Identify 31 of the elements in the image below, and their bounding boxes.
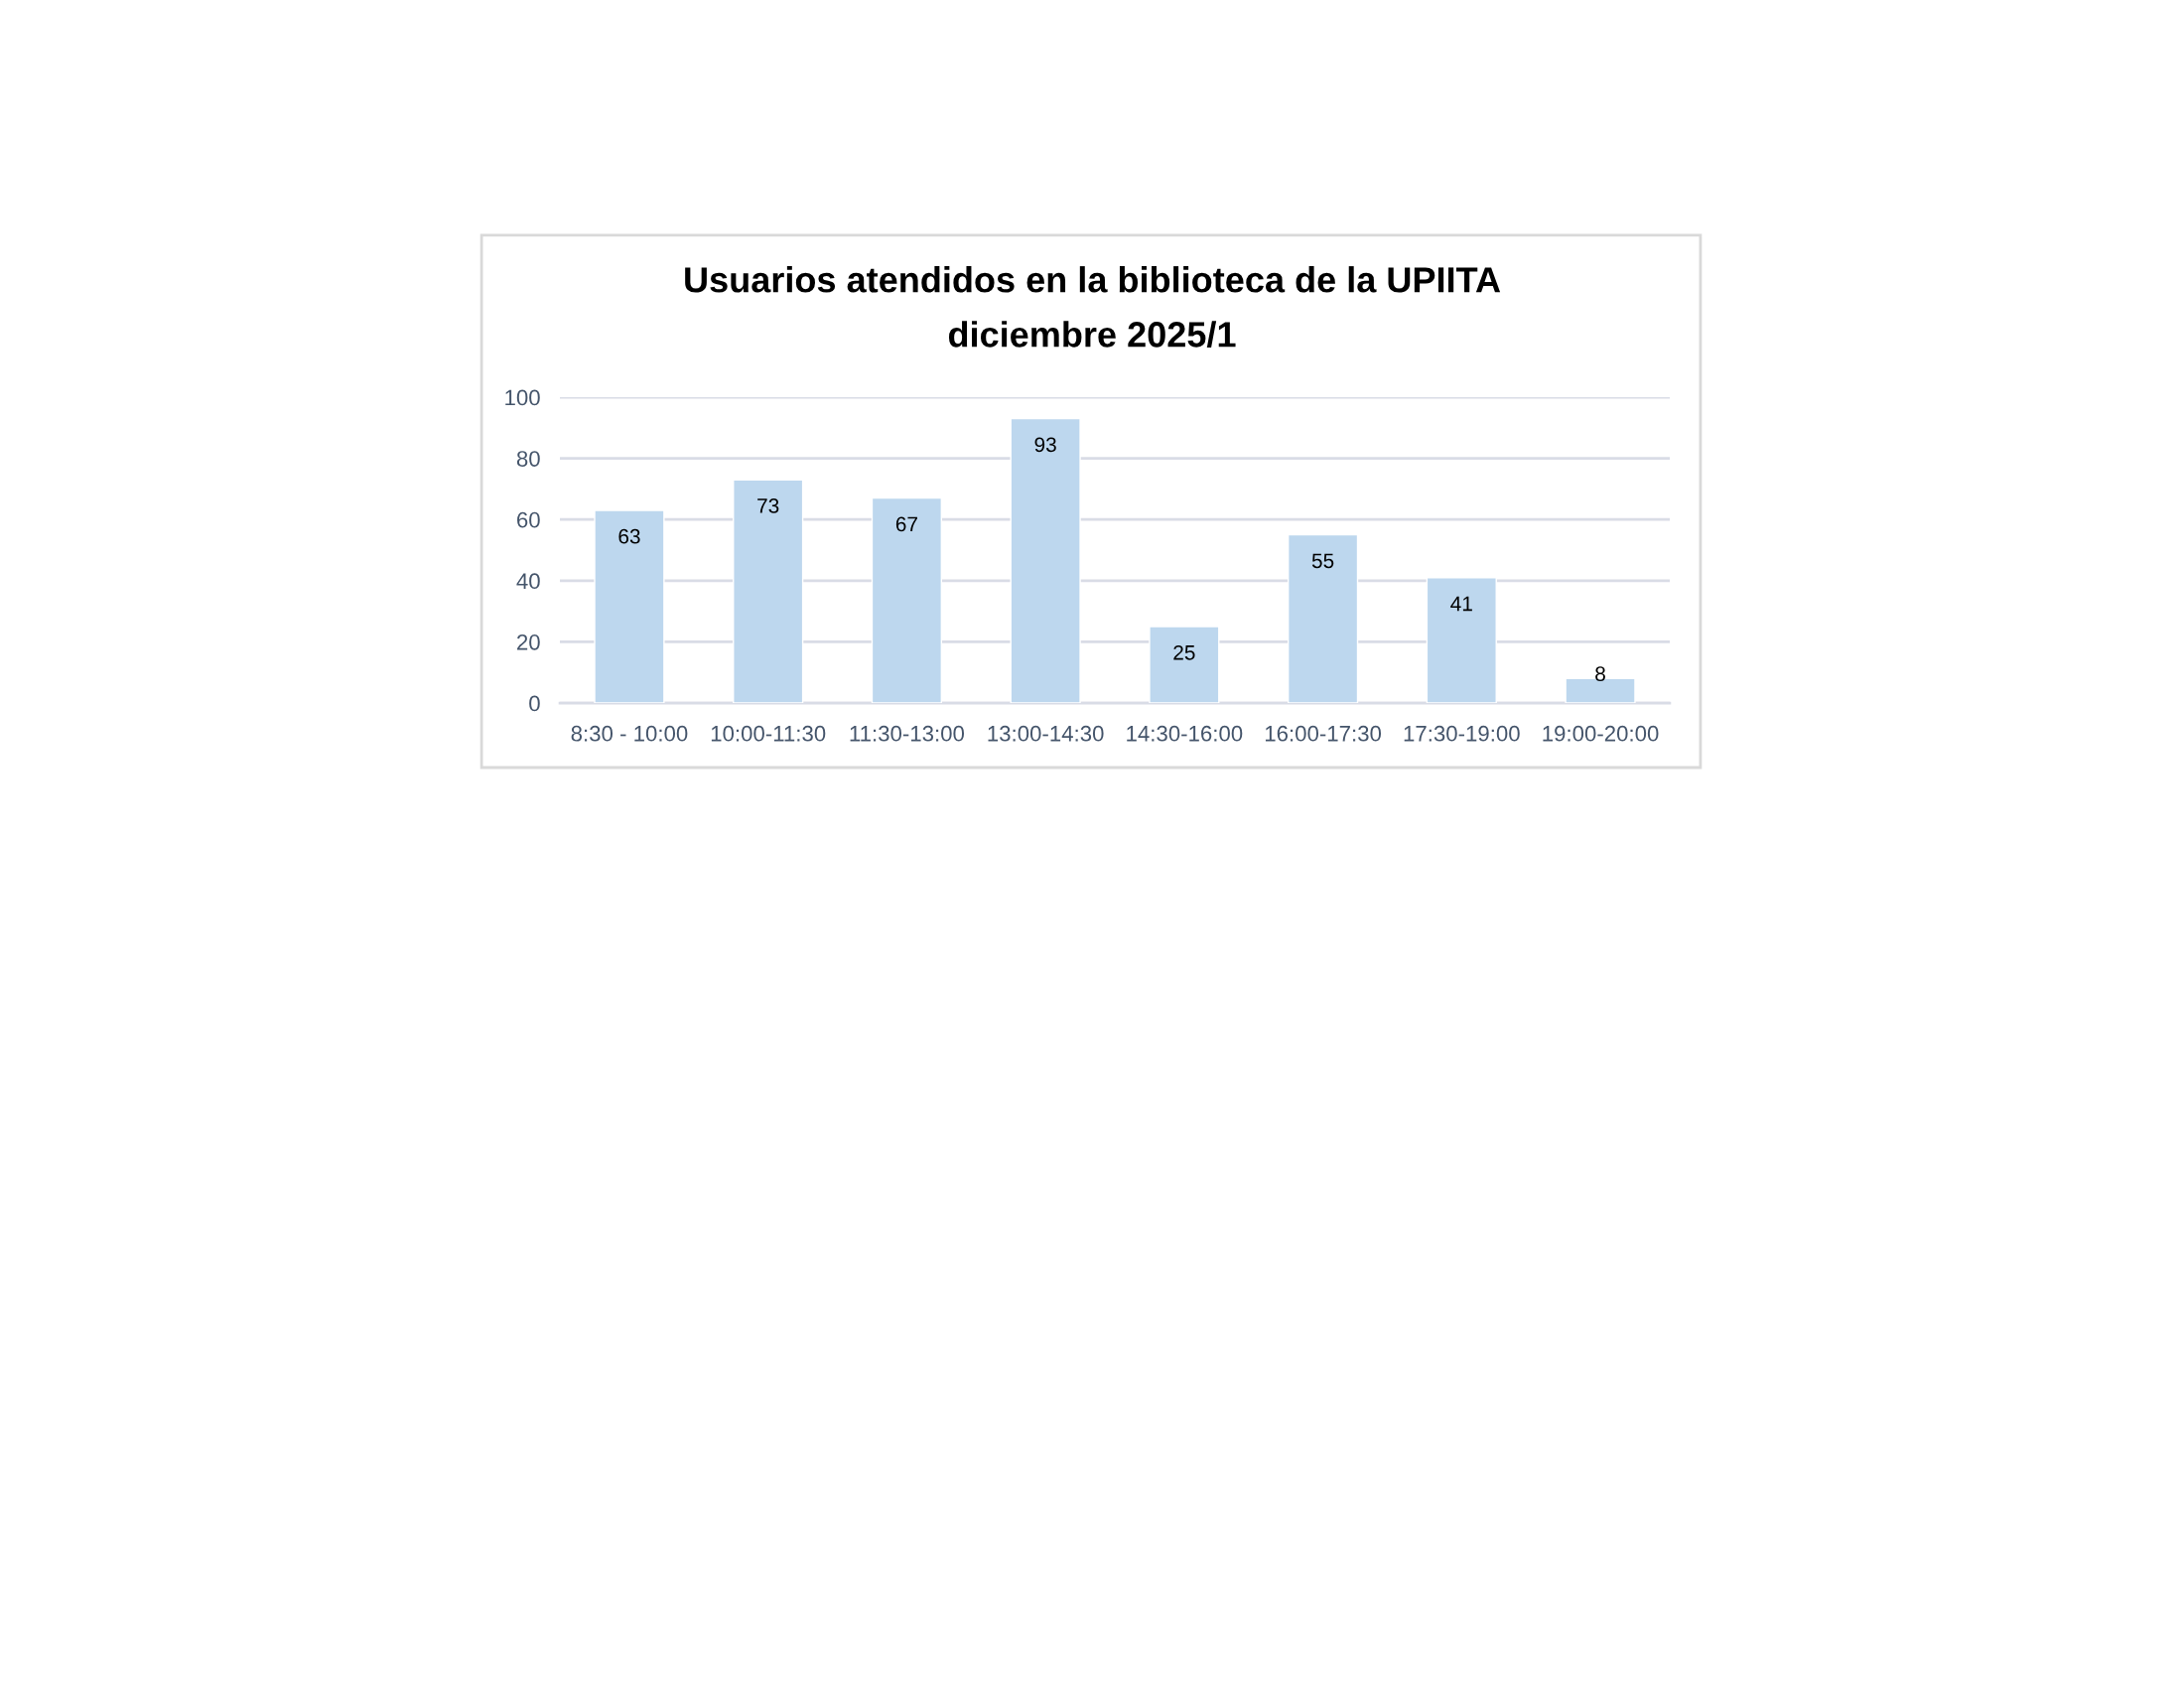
data-label: 55: [1311, 553, 1334, 569]
bar: [733, 479, 804, 704]
bar: [594, 509, 665, 704]
y-tick-label: 100: [505, 389, 540, 406]
y-tick-label: 40: [516, 573, 540, 590]
data-label: 73: [757, 498, 779, 513]
x-tick-label: 14:30-16:00: [1127, 725, 1243, 742]
bar: [1149, 626, 1220, 704]
data-label: 63: [618, 528, 640, 544]
chart-subtitle: diciembre 2025/1: [948, 321, 1236, 349]
y-tick-label: 60: [517, 511, 540, 528]
data-label: 25: [1173, 644, 1195, 660]
chart-title: Usuarios atendidos en la biblioteca de la UPIITA: [685, 266, 1501, 293]
data-label: 41: [1450, 596, 1472, 612]
y-tick-label: 0: [529, 695, 540, 712]
x-tick-label: 16:00-17:30: [1265, 725, 1382, 742]
x-tick-label: 10:00-11:30: [711, 725, 826, 742]
bar: [871, 496, 943, 704]
data-label: 67: [895, 516, 917, 532]
x-tick-label: 8:30 - 10:00: [571, 725, 688, 742]
data-label: 8: [1595, 666, 1605, 681]
x-tick-label: 13:00-14:30: [988, 725, 1104, 742]
bar: [1426, 577, 1497, 704]
data-label: 93: [1034, 437, 1056, 453]
y-tick-label: 20: [517, 633, 540, 650]
x-tick-label: 17:30-19:00: [1404, 725, 1520, 742]
bar: [1010, 417, 1081, 704]
y-tick-label: 80: [516, 451, 540, 467]
x-tick-label: 19:00-20:00: [1543, 725, 1659, 742]
x-tick-label: 11:30-13:00: [850, 725, 965, 742]
bar: [1287, 533, 1359, 704]
